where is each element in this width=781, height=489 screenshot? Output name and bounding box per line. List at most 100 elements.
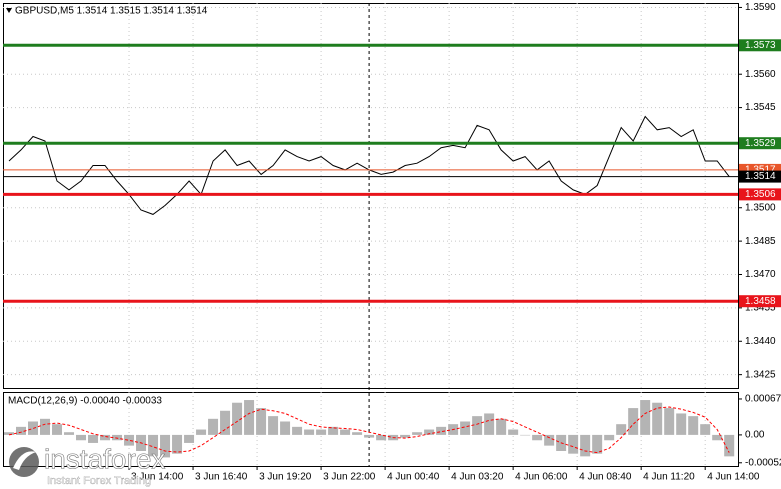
- level-line-tag: [739, 295, 781, 308]
- macd-bar: [28, 421, 39, 435]
- macd-bar: [112, 434, 123, 441]
- macd-bar: [244, 400, 255, 435]
- y-tick-label: 1.3500: [745, 202, 776, 213]
- macd-bar: [400, 434, 411, 438]
- macd-bar: [4, 432, 15, 435]
- macd-bar: [148, 434, 159, 457]
- macd-bar: [460, 421, 471, 435]
- macd-bar: [436, 426, 447, 435]
- macd-bar: [580, 434, 591, 457]
- macd-bar: [424, 429, 435, 435]
- y-tick-label: 1.3590: [745, 2, 776, 13]
- macd-bar: [676, 413, 687, 435]
- level-line-label: 1.3529: [745, 138, 776, 149]
- price-line-level-label: 1.3517: [745, 165, 776, 176]
- logo: instaforex Instant Forex Trading: [9, 443, 166, 487]
- level-line-label: 1.3506: [745, 189, 776, 200]
- macd-bar: [124, 434, 135, 446]
- level-line-tag: [739, 188, 781, 201]
- y-tick-label: 0.00: [745, 430, 765, 441]
- macd-bar: [544, 434, 555, 446]
- y-tick-label: 1.3440: [745, 336, 776, 347]
- macd-bar: [700, 424, 711, 435]
- macd-bar: [100, 434, 111, 441]
- macd-bar: [664, 408, 675, 435]
- level-line-tag: [739, 137, 781, 150]
- x-tick-label: 4 Jun 11:20: [643, 472, 695, 483]
- macd-bar: [256, 408, 267, 435]
- macd-bar: [496, 418, 507, 435]
- macd-bar: [52, 424, 63, 435]
- macd-title: MACD(12,26,9) -0.00040 -0.00033: [8, 396, 162, 407]
- macd-bar: [532, 434, 543, 441]
- x-tick-label: 4 Jun 14:00: [707, 472, 760, 483]
- logo-swoosh: [13, 451, 36, 470]
- y-tick-label: 1.3470: [745, 269, 776, 280]
- y-tick-label: 1.3485: [745, 236, 776, 247]
- macd-bar: [328, 426, 339, 435]
- level-line-label: 1.3573: [745, 40, 776, 51]
- macd-bar: [340, 429, 351, 435]
- macd-bar: [508, 429, 519, 435]
- macd-bar: [592, 434, 603, 454]
- price-line-level-tag: [739, 170, 781, 183]
- logo-icon: [9, 447, 39, 477]
- logo-name: instaforex: [44, 443, 165, 474]
- y-tick-label: 1.3560: [745, 69, 776, 80]
- chart-title: GBPUSD,M5 1.3514 1.3515 1.3514 1.3514: [15, 6, 208, 17]
- price-line-level-label: 1.3514: [745, 171, 776, 182]
- macd-bar: [520, 434, 531, 436]
- macd-bar: [76, 434, 87, 441]
- macd-bar: [604, 434, 615, 441]
- macd-bar: [304, 429, 315, 435]
- signal-line: [8, 406, 730, 454]
- macd-bar: [352, 432, 363, 435]
- x-tick-label: 4 Jun 08:40: [579, 472, 632, 483]
- x-tick-label: 4 Jun 00:40: [387, 472, 440, 483]
- macd-bar: [280, 421, 291, 435]
- plot-content: 3 Jun 14:00 3 Jun 16:40 3 Jun 19:20 3 Jun 2…: [3, 2, 781, 483]
- x-tick-label: 3 Jun 19:20: [259, 472, 312, 483]
- macd-bar: [160, 434, 171, 458]
- macd-bar: [364, 434, 375, 438]
- price-panel: [3, 3, 739, 389]
- y-tick-label: 1.3425: [745, 369, 776, 380]
- level-line-label: 1.3458: [745, 296, 776, 307]
- y-tick-label: 1.3455: [745, 303, 776, 314]
- macd-bar: [220, 410, 231, 435]
- x-tick-label: 4 Jun 06:00: [515, 472, 568, 483]
- macd-bar: [232, 402, 243, 435]
- macd-bar: [472, 416, 483, 435]
- macd-panel: [3, 392, 739, 467]
- macd-bar: [376, 434, 387, 441]
- y-tick-label: 0.00067: [745, 394, 781, 405]
- level-line-tag: [739, 39, 781, 52]
- y-tick-label: 1.3545: [745, 102, 776, 113]
- x-tick-label: 3 Jun 22:00: [323, 472, 376, 483]
- macd-bar: [628, 408, 639, 435]
- x-tick-label: 3 Jun 14:00: [131, 472, 184, 483]
- macd-bar: [316, 429, 327, 435]
- macd-bar: [688, 416, 699, 435]
- macd-bar: [16, 426, 27, 435]
- y-tick-label: -0.00052: [745, 457, 781, 468]
- x-tick-label: 4 Jun 03:20: [451, 472, 504, 483]
- macd-bar: [484, 413, 495, 435]
- macd-bar: [616, 424, 627, 435]
- macd-bar: [412, 432, 423, 435]
- macd-bar: [652, 402, 663, 435]
- macd-bar: [64, 432, 75, 435]
- macd-bar: [172, 434, 183, 454]
- macd-bar: [40, 418, 51, 435]
- macd-bar: [268, 416, 279, 435]
- macd-bar: [568, 434, 579, 454]
- macd-bar: [640, 400, 651, 435]
- macd-bar: [88, 434, 99, 443]
- macd-bar: [292, 426, 303, 435]
- symbol-menu-arrow[interactable]: [6, 8, 12, 13]
- logo-tagline: Instant Forex Trading: [47, 475, 151, 487]
- x-tick-label: 3 Jun 16:40: [195, 472, 248, 483]
- macd-bar: [208, 418, 219, 435]
- macd-bar: [184, 434, 195, 443]
